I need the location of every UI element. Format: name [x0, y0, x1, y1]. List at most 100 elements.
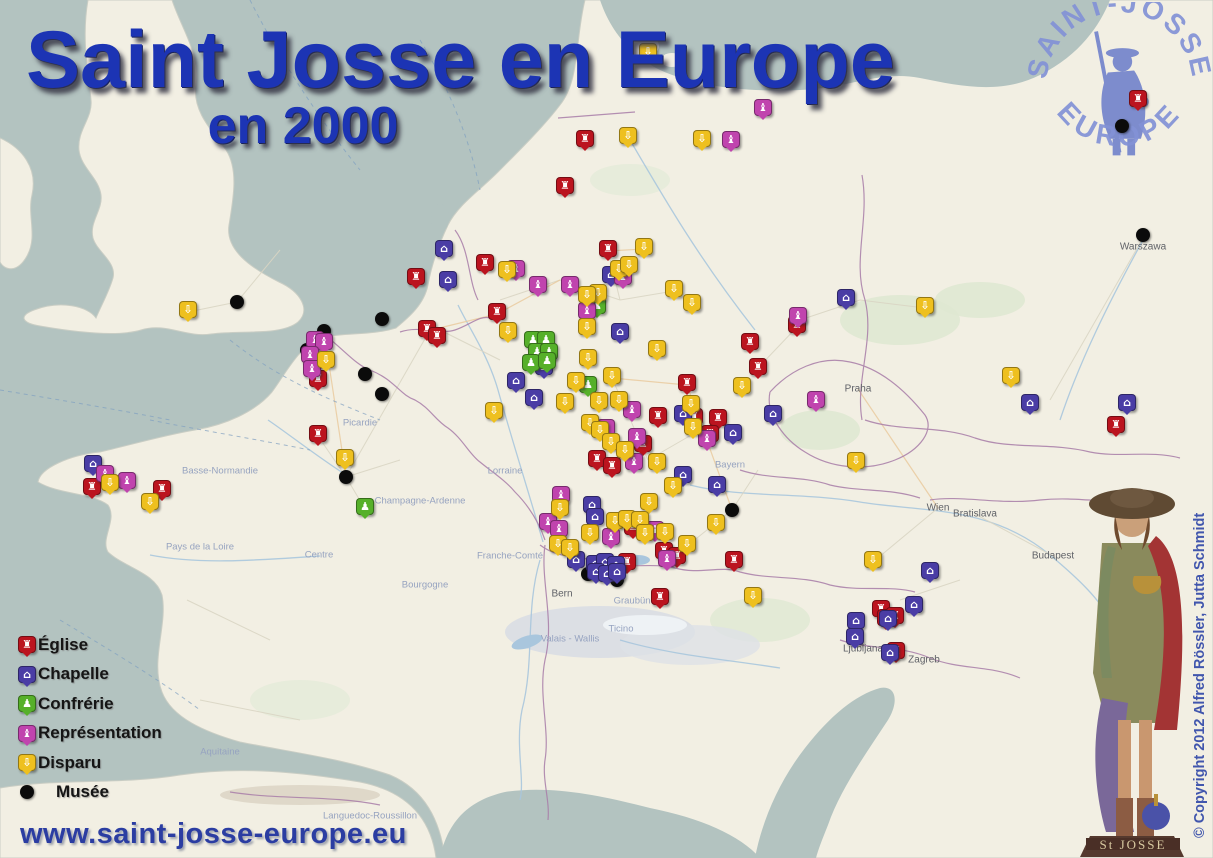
map-marker-disparu: ⇩: [656, 523, 674, 544]
map-marker-representation: ♝: [118, 472, 136, 493]
website-url: www.saint-josse-europe.eu: [20, 818, 407, 850]
legend-label: Confrérie: [38, 693, 114, 713]
map-marker-chapelle: ⌂: [1021, 394, 1039, 415]
maritime-boundaries: [0, 0, 481, 711]
map-marker-disparu: ⇩: [648, 453, 666, 474]
legend: ♜ Église ⌂ Chapelle ♟ Confrérie ♝ Représ…: [18, 630, 162, 807]
map-marker-disparu: ⇩: [683, 294, 701, 315]
land-continent: [37, 0, 1213, 858]
legend-label: Représentation: [38, 723, 162, 743]
map-marker-chapelle: ⌂: [846, 628, 864, 649]
map-marker-representation: ♝: [789, 307, 807, 328]
map-marker-musee: [375, 387, 389, 401]
map-marker-eglise: ♜: [651, 588, 669, 609]
danish-isle: [661, 53, 683, 67]
map-marker-disparu: ⇩: [578, 318, 596, 339]
map-marker-representation: ♝: [722, 131, 740, 152]
poster-title: Saint Josse en Europe: [26, 15, 895, 105]
map-marker-disparu: ⇩: [551, 499, 569, 520]
map-marker-eglise: ♜: [476, 254, 494, 275]
map-marker-disparu: ⇩: [590, 392, 608, 413]
legend-item-chapelle: ⌂ Chapelle: [18, 660, 162, 690]
map-marker-disparu: ⇩: [567, 372, 585, 393]
map-marker-disparu: ⇩: [616, 441, 634, 462]
map-marker-representation: ♝: [303, 360, 321, 381]
map-marker-chapelle: ⌂: [1118, 394, 1136, 415]
map-marker-eglise: ♜: [603, 457, 621, 478]
map-marker-disparu: ⇩: [693, 130, 711, 151]
map-marker-representation: ♝: [807, 391, 825, 412]
legend-label: Disparu: [38, 752, 102, 772]
pilgrim-hat: [1105, 48, 1139, 58]
map-marker-representation: ♝: [628, 428, 646, 449]
map-marker-disparu: ⇩: [619, 127, 637, 148]
saint-josse-statue: St JOSSE: [1080, 488, 1184, 857]
map-marker-disparu: ⇩: [485, 402, 503, 423]
map-marker-musee: [1136, 228, 1150, 242]
map-marker-disparu: ⇩: [1002, 367, 1020, 388]
map-marker-disparu: ⇩: [610, 391, 628, 412]
map-marker-eglise: ♜: [678, 374, 696, 395]
statue-crown: [1132, 576, 1162, 594]
map-marker-chapelle: ⌂: [507, 372, 525, 393]
map-marker-disparu: ⇩: [499, 322, 517, 343]
ijsselmeer: [431, 204, 449, 232]
chapelle-icon: ⌂: [18, 665, 36, 687]
map-marker-disparu: ⇩: [636, 524, 654, 545]
statue-boot: [1116, 798, 1133, 836]
map-marker-disparu: ⇩: [635, 238, 653, 259]
map-marker-eglise: ♜: [153, 480, 171, 501]
saint-josse-europe-logo: SAINT-JOSSE EUROPE: [1022, 2, 1213, 156]
eglise-icon: ♜: [18, 636, 36, 658]
map-marker-representation: ♝: [754, 99, 772, 120]
map-marker-eglise: ♜: [83, 478, 101, 499]
legend-item-confrerie: ♟ Confrérie: [18, 689, 162, 719]
map-marker-eglise: ♜: [749, 358, 767, 379]
map-marker-disparu: ⇩: [682, 395, 700, 416]
map-marker-eglise: ♜: [649, 407, 667, 428]
statue-caption: St JOSSE: [1100, 837, 1167, 852]
statue-leg: [1118, 720, 1131, 806]
map-marker-chapelle: ⌂: [708, 476, 726, 497]
map-marker-chapelle: ⌂: [608, 563, 626, 584]
lake-geneva: [511, 634, 543, 650]
map-marker-disparu: ⇩: [744, 587, 762, 608]
map-marker-disparu: ⇩: [684, 418, 702, 439]
map-marker-disparu: ⇩: [864, 551, 882, 572]
legend-item-eglise: ♜ Église: [18, 630, 162, 660]
map-marker-disparu: ⇩: [101, 474, 119, 495]
land-britain: [23, 0, 305, 336]
map-marker-disparu: ⇩: [665, 280, 683, 301]
map-marker-chapelle: ⌂: [525, 389, 543, 410]
map-marker-disparu: ⇩: [603, 367, 621, 388]
map-marker-eglise: ♜: [556, 177, 574, 198]
map-marker-musee: [725, 503, 739, 517]
pilgrim-body: [1101, 70, 1146, 139]
map-marker-eglise: ♜: [599, 240, 617, 261]
map-marker-eglise: ♜: [1129, 90, 1147, 111]
representation-icon: ♝: [18, 724, 36, 746]
statue-hair: [1114, 516, 1122, 550]
map-marker-disparu: ⇩: [602, 433, 620, 454]
rivers: [149, 139, 1144, 801]
map-marker-chapelle: ⌂: [847, 612, 865, 633]
map-marker-eglise: ♜: [428, 327, 446, 348]
map-marker-chapelle: ⌂: [905, 596, 923, 617]
map-marker-disparu: ⇩: [336, 449, 354, 470]
statue-pedestal-band: [1086, 838, 1180, 850]
map-marker-confrerie: ♟: [538, 352, 556, 373]
legend-label: Chapelle: [38, 664, 109, 684]
map-marker-musee: [358, 367, 372, 381]
map-marker-chapelle: ⌂: [611, 323, 629, 344]
map-marker-chapelle: ⌂: [879, 610, 897, 631]
map-marker-chapelle: ⌂: [439, 271, 457, 292]
map-marker-eglise: ♜: [407, 268, 425, 289]
map-marker-disparu: ⇩: [556, 393, 574, 414]
map-marker-disparu: ⇩: [620, 256, 638, 277]
map-marker-eglise: ♜: [576, 130, 594, 151]
map-marker-eglise: ♜: [709, 409, 727, 430]
map-marker-disparu: ⇩: [640, 493, 658, 514]
statue-orb-cross: [1154, 794, 1158, 806]
map-marker-disparu: ⇩: [581, 524, 599, 545]
